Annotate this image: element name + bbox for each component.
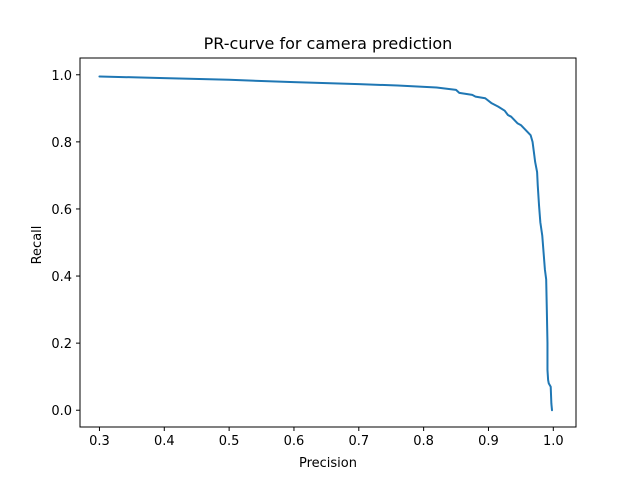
x-tick-label: 0.4 (154, 434, 175, 449)
x-tick-label: 1.0 (543, 434, 564, 449)
axes-frame (79, 57, 577, 428)
x-tick-label: 0.6 (284, 434, 305, 449)
y-tick-label: 1.0 (51, 69, 72, 84)
y-tick-label: 0.4 (51, 270, 72, 285)
x-tick-label: 0.7 (348, 434, 369, 449)
y-tick-label: 0.8 (51, 136, 72, 151)
pr-curve-line (98, 75, 554, 412)
y-tick-label: 0.2 (51, 337, 72, 352)
x-tick-label: 0.9 (478, 434, 499, 449)
y-tick-label: 0.0 (51, 404, 72, 419)
chart-title: PR-curve for camera prediction (204, 34, 453, 53)
y-axis-label: Recall (30, 226, 45, 265)
y-tick-label: 0.6 (51, 203, 72, 218)
x-tick-label: 0.5 (219, 434, 240, 449)
x-tick-label: 0.3 (89, 434, 110, 449)
x-tick-label: 0.8 (413, 434, 434, 449)
x-axis-label: Precision (299, 456, 357, 471)
